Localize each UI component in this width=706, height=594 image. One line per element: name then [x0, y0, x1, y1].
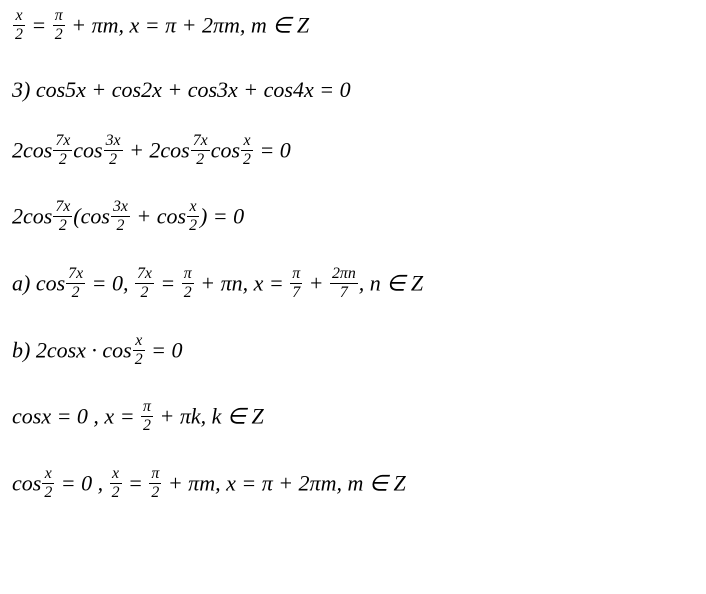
fraction: 3x2 — [111, 199, 130, 234]
fraction: π7 — [290, 266, 302, 301]
math-text: cos — [12, 471, 41, 496]
math-text: + πk, k ∈ Z — [154, 404, 264, 429]
fraction-numerator: x — [241, 133, 253, 151]
fraction-denominator: 7 — [330, 284, 358, 301]
equation-line: cosx2 = 0 , x2 = π2 + πm, x = π + 2πm, m… — [12, 468, 696, 503]
fraction-numerator: 7x — [53, 199, 72, 217]
equation-line: cosx = 0 , x = π2 + πk, k ∈ Z — [12, 401, 696, 436]
math-text: 3) cos5x + cos2x + cos3x + cos4x = 0 — [12, 77, 351, 102]
fraction-numerator: π — [182, 266, 194, 284]
math-text: a) cos — [12, 270, 65, 295]
fraction-numerator: 7x — [191, 133, 210, 151]
math-text: + — [303, 270, 329, 295]
fraction: 7x2 — [53, 199, 72, 234]
fraction-numerator: π — [149, 466, 161, 484]
fraction-numerator: 7x — [135, 266, 154, 284]
math-text: cos — [211, 137, 240, 162]
fraction-denominator: 2 — [135, 284, 154, 301]
fraction-denominator: 2 — [111, 217, 130, 234]
fraction-numerator: 3x — [104, 133, 123, 151]
fraction-numerator: x — [187, 199, 199, 217]
fraction: π2 — [53, 8, 65, 43]
fraction-denominator: 2 — [187, 217, 199, 234]
math-document: x2 = π2 + πm, x = π + 2πm, m ∈ Z3) cos5x… — [12, 10, 696, 503]
fraction: x2 — [110, 466, 122, 501]
fraction-denominator: 2 — [133, 351, 145, 368]
fraction-denominator: 2 — [13, 26, 25, 43]
math-text: + πn, x = — [195, 270, 289, 295]
math-text: + πm, x = π + — [66, 12, 202, 37]
fraction-numerator: π — [141, 399, 153, 417]
math-text: = — [123, 471, 149, 496]
equation-line: x2 = π2 + πm, x = π + 2πm, m ∈ Z — [12, 10, 696, 45]
equation-line: b) 2cosx · cosx2 = 0 — [12, 335, 696, 370]
equation-line: 3) cos5x + cos2x + cos3x + cos4x = 0 — [12, 77, 696, 103]
math-text: , n ∈ Z — [359, 270, 423, 295]
fraction-numerator: 3x — [111, 199, 130, 217]
math-text: = — [155, 270, 181, 295]
math-text: b) 2cosx · cos — [12, 337, 132, 362]
math-text: cos — [73, 137, 102, 162]
math-text: = 0 — [254, 137, 291, 162]
fraction-numerator: π — [53, 8, 65, 26]
math-text: cosx = 0 , x = — [12, 404, 140, 429]
math-text: = 0 , — [55, 471, 108, 496]
equation-line: a) cos7x2 = 0, 7x2 = π2 + πn, x = π7 + 2… — [12, 268, 696, 303]
fraction: π2 — [182, 266, 194, 301]
math-text: = 0 — [146, 337, 183, 362]
fraction-denominator: 2 — [53, 217, 72, 234]
fraction-numerator: 7x — [53, 133, 72, 151]
fraction-numerator: π — [290, 266, 302, 284]
fraction-numerator: 2πn — [330, 266, 358, 284]
fraction: π2 — [149, 466, 161, 501]
fraction-numerator: 7x — [66, 266, 85, 284]
fraction: 2πn7 — [330, 266, 358, 301]
math-text: = 0, — [86, 270, 134, 295]
fraction-denominator: 2 — [141, 417, 153, 434]
math-text: + 2cos — [124, 137, 190, 162]
fraction-denominator: 2 — [149, 484, 161, 501]
equation-line: 2cos7x2cos3x2 + 2cos7x2cosx2 = 0 — [12, 135, 696, 170]
fraction-numerator: x — [133, 333, 145, 351]
fraction: x2 — [13, 8, 25, 43]
fraction: 7x2 — [66, 266, 85, 301]
fraction-denominator: 2 — [110, 484, 122, 501]
math-text: + πm, x = π + 2πm, m ∈ Z — [162, 471, 405, 496]
fraction: 7x2 — [135, 266, 154, 301]
fraction-denominator: 2 — [42, 484, 54, 501]
math-text: 2cos — [12, 204, 52, 229]
fraction: x2 — [42, 466, 54, 501]
fraction-denominator: 2 — [191, 151, 210, 168]
fraction: 3x2 — [104, 133, 123, 168]
math-text: 2πm, m ∈ Z — [202, 12, 309, 37]
fraction-denominator: 2 — [182, 284, 194, 301]
fraction-numerator: x — [13, 8, 25, 26]
equation-line: 2cos7x2(cos3x2 + cosx2) = 0 — [12, 201, 696, 236]
fraction-denominator: 2 — [53, 26, 65, 43]
math-text: + cos — [131, 204, 186, 229]
math-text: (cos — [73, 204, 110, 229]
math-text: = — [26, 12, 52, 37]
math-text: 2cos — [12, 137, 52, 162]
fraction-denominator: 2 — [241, 151, 253, 168]
fraction-denominator: 2 — [53, 151, 72, 168]
fraction: π2 — [141, 399, 153, 434]
fraction-denominator: 2 — [104, 151, 123, 168]
fraction: x2 — [133, 333, 145, 368]
fraction: 7x2 — [191, 133, 210, 168]
fraction: x2 — [187, 199, 199, 234]
fraction: 7x2 — [53, 133, 72, 168]
fraction-numerator: x — [110, 466, 122, 484]
fraction-numerator: x — [42, 466, 54, 484]
math-text: ) = 0 — [200, 204, 244, 229]
fraction-denominator: 2 — [66, 284, 85, 301]
fraction-denominator: 7 — [290, 284, 302, 301]
fraction: x2 — [241, 133, 253, 168]
